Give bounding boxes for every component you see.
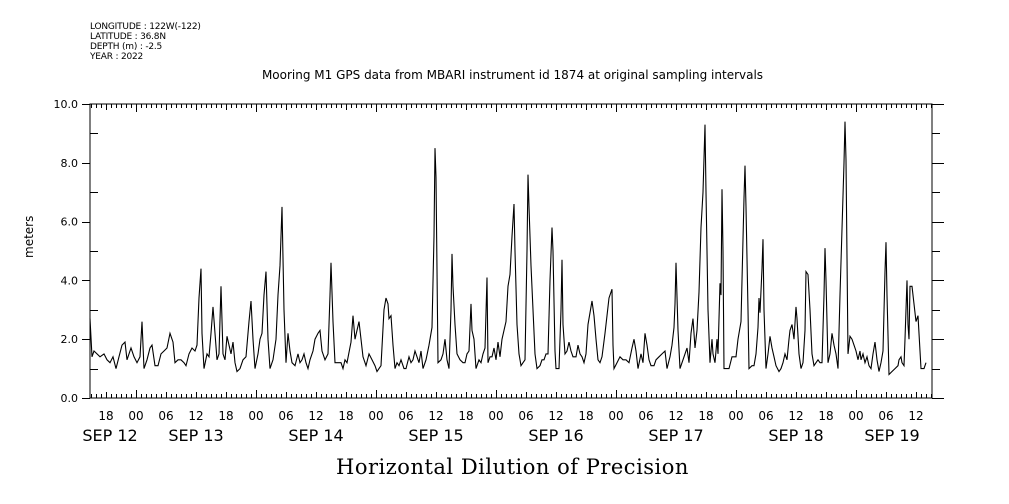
x-tick-label: 18 (218, 409, 233, 423)
x-tick-label: 06 (158, 409, 173, 423)
x-tick-label: 00 (248, 409, 263, 423)
x-tick-label: 18 (698, 409, 713, 423)
x-tick-label: 00 (848, 409, 863, 423)
date-label: SEP 18 (768, 426, 823, 445)
y-tick-label: 4.0 (61, 274, 79, 287)
date-label: SEP 12 (82, 426, 137, 445)
x-tick-label: 00 (368, 409, 383, 423)
date-label: SEP 14 (288, 426, 343, 445)
date-label: SEP 13 (168, 426, 223, 445)
x-tick-label: 00 (728, 409, 743, 423)
y-tick-label: 2.0 (61, 333, 79, 346)
x-tick-label: 18 (818, 409, 833, 423)
x-tick-label: 18 (338, 409, 353, 423)
y-tick-label: 6.0 (61, 216, 79, 229)
date-label: SEP 15 (408, 426, 463, 445)
y-tick-label: 0.0 (61, 392, 79, 405)
y-tick-label: 10.0 (54, 98, 79, 111)
x-tick-label: 06 (878, 409, 893, 423)
x-tick-label: 18 (578, 409, 593, 423)
longitude-label: LONGITUDE : 122W(-122) (90, 22, 201, 32)
x-tick-label: 12 (428, 409, 443, 423)
x-tick-label: 12 (188, 409, 203, 423)
x-tick-label: 06 (398, 409, 413, 423)
x-tick-label: 12 (908, 409, 923, 423)
x-tick-label: 12 (548, 409, 563, 423)
x-tick-label: 00 (608, 409, 623, 423)
x-tick-label: 06 (638, 409, 653, 423)
x-tick-label: 06 (278, 409, 293, 423)
y-tick-label: 8.0 (61, 157, 79, 170)
x-tick-label: 18 (98, 409, 113, 423)
x-tick-label: 12 (308, 409, 323, 423)
x-tick-label: 00 (488, 409, 503, 423)
date-label: SEP 17 (648, 426, 703, 445)
year-label: YEAR : 2022 (90, 52, 144, 62)
x-tick-label: 00 (128, 409, 143, 423)
date-label: SEP 19 (864, 426, 919, 445)
x-tick-label: 06 (518, 409, 533, 423)
x-axis-label: Horizontal Dilution of Precision (336, 455, 689, 479)
x-tick-label: 12 (668, 409, 683, 423)
x-tick-label: 06 (758, 409, 773, 423)
x-tick-label: 18 (458, 409, 473, 423)
x-tick-label: 12 (788, 409, 803, 423)
depth-label: DEPTH (m) : -2.5 (90, 42, 163, 52)
chart-title: Mooring M1 GPS data from MBARI instrumen… (261, 68, 764, 82)
hdop-series-line (89, 121, 927, 376)
latitude-label: LATITUDE : 36.8N (90, 32, 166, 42)
date-label: SEP 16 (528, 426, 583, 445)
